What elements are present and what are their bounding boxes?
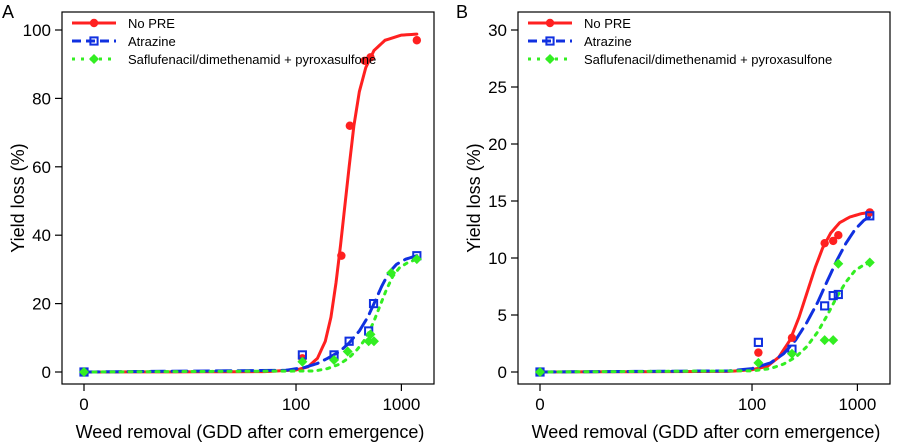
panel-b-x-tick-label: 100 — [738, 395, 766, 414]
panel-a-x-tick-label: 0 — [79, 395, 88, 414]
panel-b: B Yield loss (%) Weed removal (GDD after… — [456, 2, 891, 442]
panel-b-point-no-pre — [820, 238, 829, 248]
panel-b-legend-label-no-pre: No PRE — [584, 16, 631, 31]
panel-b-legend-marker-no-pre — [545, 18, 555, 28]
panel-b-markers — [535, 208, 875, 377]
panel-b-curve-atrazine — [538, 214, 873, 374]
panel-b-point-atrazine — [753, 337, 763, 347]
panel-a-point-saflufenacil — [411, 254, 422, 265]
panel-a-ticks: 0 100 1000 0 20 40 60 80 100 — [23, 21, 421, 414]
panel-b-legend-label-saflufenacil: Saflufenacil/dimethenamid + pyroxasulfon… — [584, 52, 832, 67]
panel-a-y-tick-label: 100 — [23, 21, 51, 40]
panel-b-curve-no-pre — [538, 210, 873, 374]
panel-a-point-no-pre — [337, 251, 346, 260]
panel-b-y-axis-title: Yield loss (%) — [464, 143, 484, 252]
panel-b-legend-label-atrazine: Atrazine — [584, 34, 632, 49]
panel-b-x-tick-label: 0 — [535, 395, 544, 414]
panel-a-point-atrazine — [368, 299, 379, 309]
panel-a-legend-label-atrazine: Atrazine — [128, 34, 176, 49]
panel-a-y-tick-label: 20 — [32, 295, 51, 314]
panel-a-point-no-pre — [412, 36, 422, 45]
panel-a-legend-label-saflufenacil: Saflufenacil/dimethenamid + pyroxasulfon… — [128, 52, 376, 67]
panel-b-curves — [538, 210, 873, 374]
panel-a-point-no-pre — [345, 121, 355, 130]
panel-b-legend-marker-atrazine — [545, 36, 555, 46]
panel-a-legend-marker-no-pre — [89, 18, 99, 28]
panel-b-point-atrazine — [828, 291, 838, 301]
panel-a-x-axis-title: Weed removal (GDD after corn emergence) — [76, 422, 425, 442]
panel-a-legend-marker-saflufenacil — [89, 54, 99, 64]
panel-a-plot-frame — [61, 11, 435, 385]
panel-a-x-tick-label: 100 — [282, 395, 310, 414]
panel-a-y-tick-label: 60 — [32, 158, 51, 177]
panel-a: A Yield loss (%) Weed removal (GDD after… — [2, 2, 435, 442]
panel-a-y-tick-label: 0 — [42, 363, 51, 382]
panel-b-y-tick-label: 30 — [488, 21, 507, 40]
panel-a-letter: A — [2, 2, 14, 22]
panel-a-legend-label-no-pre: No PRE — [128, 16, 175, 31]
panel-b-legend-marker-saflufenacil — [545, 54, 555, 64]
panel-a-point-saflufenacil — [297, 356, 308, 367]
panel-b-y-tick-label: 10 — [488, 249, 507, 268]
panel-a-point-saflufenacil — [79, 367, 89, 377]
panel-b-y-tick-label: 0 — [498, 363, 507, 382]
panel-a-y-tick-label: 80 — [32, 89, 51, 108]
panel-b-curve-saflufenacil — [538, 261, 873, 374]
panel-a-point-saflufenacil — [365, 329, 376, 340]
panel-a-point-saflufenacil — [329, 355, 340, 366]
panel-a-point-saflufenacil — [368, 336, 379, 347]
panel-a-curve-atrazine — [82, 254, 419, 374]
panel-b-legend: No PRE Atrazine Saflufenacil/dimethenamid … — [528, 16, 832, 67]
panel-b-y-tick-label: 5 — [498, 306, 507, 325]
panel-b-x-tick-label: 1000 — [838, 395, 876, 414]
panel-a-x-tick-label: 1000 — [382, 395, 420, 414]
panel-a-markers — [79, 36, 422, 377]
panel-a-curve-saflufenacil — [82, 257, 419, 374]
panel-a-y-tick-label: 40 — [32, 226, 51, 245]
panel-b-point-saflufenacil — [828, 335, 839, 346]
panel-b-point-saflufenacil — [753, 357, 764, 368]
panel-a-point-saflufenacil — [386, 267, 397, 278]
panel-b-y-tick-label: 15 — [488, 192, 507, 211]
panel-a-y-axis-title: Yield loss (%) — [8, 143, 28, 252]
panel-a-legend: No PRE Atrazine Saflufenacil/dimethenamid … — [72, 16, 376, 67]
panel-a-point-atrazine — [344, 336, 354, 346]
panel-a-point-saflufenacil — [342, 346, 353, 357]
panel-a-curves — [82, 32, 419, 374]
panel-b-point-saflufenacil — [864, 257, 875, 268]
panel-b-point-saflufenacil — [833, 258, 844, 269]
panel-b-letter: B — [456, 2, 468, 22]
panel-b-x-axis-title: Weed removal (GDD after corn emergence) — [532, 422, 881, 442]
panel-a-point-no-pre — [366, 53, 375, 62]
panel-b-point-saflufenacil — [535, 367, 545, 377]
panel-b-point-atrazine — [820, 301, 830, 311]
panel-b-point-atrazine — [865, 211, 875, 221]
panel-b-ticks: 0 100 1000 0 5 10 15 20 25 30 — [488, 21, 876, 414]
panel-b-point-saflufenacil — [786, 348, 797, 359]
panel-b-point-no-pre — [828, 236, 838, 246]
panel-b-point-no-pre — [834, 231, 843, 240]
panel-a-point-saflufenacil — [363, 336, 374, 347]
panel-b-point-atrazine — [833, 289, 843, 300]
panel-b-y-tick-label: 20 — [488, 135, 507, 154]
panel-b-point-no-pre — [787, 333, 797, 342]
panel-b-point-no-pre — [754, 348, 763, 357]
panel-a-legend-marker-atrazine — [89, 36, 99, 46]
panel-b-plot-frame — [517, 11, 891, 385]
panel-b-point-saflufenacil — [819, 335, 830, 346]
panel-b-y-tick-label: 25 — [488, 78, 507, 97]
